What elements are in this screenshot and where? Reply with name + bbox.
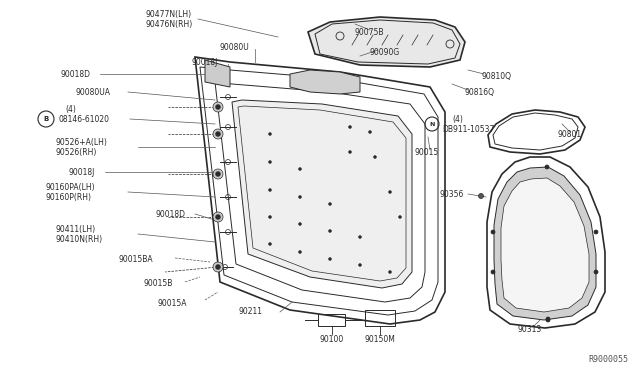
Text: 90015B: 90015B xyxy=(144,279,173,289)
Text: 90816Q: 90816Q xyxy=(465,87,495,96)
Text: 90160P(RH): 90160P(RH) xyxy=(45,192,91,202)
Text: 90160PA(LH): 90160PA(LH) xyxy=(45,183,95,192)
Text: 90015A: 90015A xyxy=(158,299,188,308)
Text: 90411(LH): 90411(LH) xyxy=(55,224,95,234)
Circle shape xyxy=(358,235,362,238)
Circle shape xyxy=(546,318,550,322)
Text: 90356: 90356 xyxy=(440,189,465,199)
Circle shape xyxy=(269,243,271,246)
Circle shape xyxy=(479,193,483,199)
Text: 90211: 90211 xyxy=(239,308,263,317)
Text: 08146-61020: 08146-61020 xyxy=(58,115,109,124)
Circle shape xyxy=(399,215,401,218)
Circle shape xyxy=(213,262,223,272)
Text: 90080U: 90080U xyxy=(220,42,250,51)
Circle shape xyxy=(213,169,223,179)
Text: 90090G: 90090G xyxy=(370,48,400,57)
Text: (4): (4) xyxy=(65,105,76,113)
Text: DB911-10537: DB911-10537 xyxy=(442,125,494,134)
Polygon shape xyxy=(205,60,230,87)
Circle shape xyxy=(546,317,550,321)
Text: 90476N(RH): 90476N(RH) xyxy=(145,19,192,29)
Text: 90100: 90100 xyxy=(320,336,344,344)
Circle shape xyxy=(369,131,371,134)
Circle shape xyxy=(594,230,598,234)
Circle shape xyxy=(213,129,223,139)
Circle shape xyxy=(349,125,351,128)
Circle shape xyxy=(298,167,301,170)
Text: R9000055: R9000055 xyxy=(588,356,628,365)
Circle shape xyxy=(594,270,598,274)
Circle shape xyxy=(328,257,332,260)
Text: N: N xyxy=(429,122,435,126)
Text: 90075B: 90075B xyxy=(355,28,385,36)
Polygon shape xyxy=(232,100,412,288)
Text: 90410N(RH): 90410N(RH) xyxy=(55,234,102,244)
Text: 90526+A(LH): 90526+A(LH) xyxy=(55,138,107,147)
Text: 90018J: 90018J xyxy=(192,58,218,67)
Circle shape xyxy=(216,131,221,137)
Circle shape xyxy=(269,132,271,135)
Text: 90150M: 90150M xyxy=(365,336,396,344)
Circle shape xyxy=(216,215,221,219)
Circle shape xyxy=(269,215,271,218)
Circle shape xyxy=(374,155,376,158)
Circle shape xyxy=(269,189,271,192)
Polygon shape xyxy=(290,70,360,94)
Circle shape xyxy=(388,270,392,273)
Circle shape xyxy=(298,196,301,199)
Text: 90526(RH): 90526(RH) xyxy=(55,148,97,157)
Text: 90018J: 90018J xyxy=(68,167,94,176)
Circle shape xyxy=(216,264,221,269)
Polygon shape xyxy=(494,167,596,320)
Circle shape xyxy=(216,105,221,109)
Text: 90018D: 90018D xyxy=(60,70,90,78)
Circle shape xyxy=(213,212,223,222)
Text: 90313: 90313 xyxy=(518,326,542,334)
Text: (4): (4) xyxy=(452,115,463,124)
Circle shape xyxy=(358,263,362,266)
Polygon shape xyxy=(501,178,589,312)
Text: B: B xyxy=(44,116,49,122)
Circle shape xyxy=(491,270,495,274)
Circle shape xyxy=(388,190,392,193)
Circle shape xyxy=(216,171,221,176)
Circle shape xyxy=(491,230,495,234)
Polygon shape xyxy=(308,17,465,67)
Circle shape xyxy=(213,102,223,112)
Text: 90801: 90801 xyxy=(558,129,582,138)
Circle shape xyxy=(269,160,271,164)
Circle shape xyxy=(298,222,301,225)
Circle shape xyxy=(349,151,351,154)
Circle shape xyxy=(328,202,332,205)
Circle shape xyxy=(298,250,301,253)
Text: 90015: 90015 xyxy=(415,148,439,157)
Text: 90018D: 90018D xyxy=(155,209,185,218)
Text: 90080UA: 90080UA xyxy=(75,87,110,96)
Circle shape xyxy=(328,230,332,232)
Text: 90477N(LH): 90477N(LH) xyxy=(145,10,191,19)
Text: 90015BA: 90015BA xyxy=(118,256,152,264)
Text: 90810Q: 90810Q xyxy=(482,71,512,80)
Circle shape xyxy=(545,165,549,169)
